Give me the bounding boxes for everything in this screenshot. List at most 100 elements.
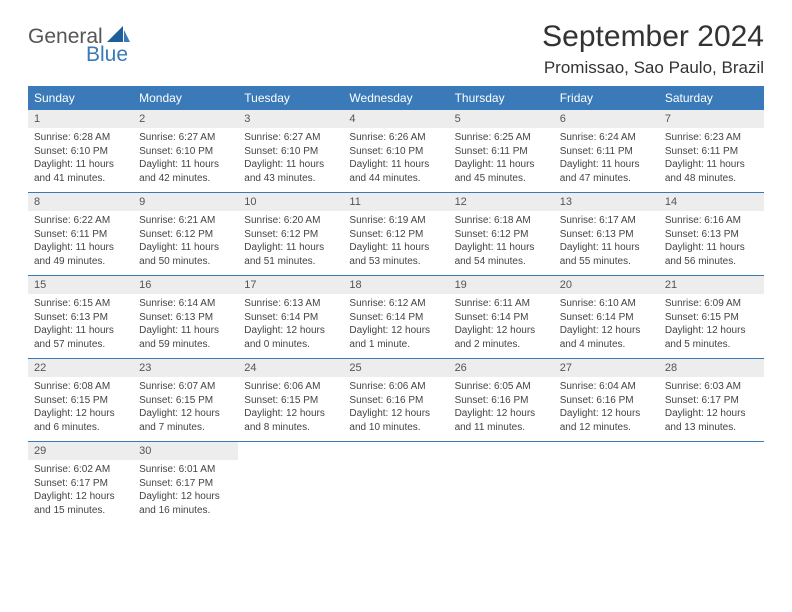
daylight-text-2: and 16 minutes.	[139, 504, 232, 518]
sunset-text: Sunset: 6:12 PM	[349, 228, 442, 242]
daylight-text-2: and 4 minutes.	[560, 338, 653, 352]
day-number: 7	[659, 110, 764, 128]
sunset-text: Sunset: 6:12 PM	[244, 228, 337, 242]
sunset-text: Sunset: 6:16 PM	[560, 394, 653, 408]
day-cell: 30Sunrise: 6:01 AMSunset: 6:17 PMDayligh…	[133, 442, 238, 524]
week-row: 1Sunrise: 6:28 AMSunset: 6:10 PMDaylight…	[28, 110, 764, 193]
logo-text-blue: Blue	[86, 43, 131, 67]
daylight-text-1: Daylight: 12 hours	[244, 324, 337, 338]
sunrise-text: Sunrise: 6:04 AM	[560, 380, 653, 394]
sunrise-text: Sunrise: 6:13 AM	[244, 297, 337, 311]
day-body: Sunrise: 6:21 AMSunset: 6:12 PMDaylight:…	[133, 211, 238, 274]
day-cell: 17Sunrise: 6:13 AMSunset: 6:14 PMDayligh…	[238, 276, 343, 358]
daylight-text-1: Daylight: 11 hours	[139, 158, 232, 172]
sunset-text: Sunset: 6:14 PM	[455, 311, 548, 325]
daylight-text-2: and 55 minutes.	[560, 255, 653, 269]
daylight-text-2: and 10 minutes.	[349, 421, 442, 435]
sunset-text: Sunset: 6:13 PM	[139, 311, 232, 325]
sunrise-text: Sunrise: 6:28 AM	[34, 131, 127, 145]
day-body: Sunrise: 6:01 AMSunset: 6:17 PMDaylight:…	[133, 460, 238, 523]
day-cell: 4Sunrise: 6:26 AMSunset: 6:10 PMDaylight…	[343, 110, 448, 192]
day-body: Sunrise: 6:16 AMSunset: 6:13 PMDaylight:…	[659, 211, 764, 274]
sunset-text: Sunset: 6:13 PM	[665, 228, 758, 242]
sunrise-text: Sunrise: 6:21 AM	[139, 214, 232, 228]
day-number: 26	[449, 359, 554, 377]
weekday-header: Friday	[554, 86, 659, 110]
daylight-text-2: and 42 minutes.	[139, 172, 232, 186]
day-number: 22	[28, 359, 133, 377]
sunrise-text: Sunrise: 6:27 AM	[244, 131, 337, 145]
sunrise-text: Sunrise: 6:01 AM	[139, 463, 232, 477]
day-number: 21	[659, 276, 764, 294]
day-body: Sunrise: 6:28 AMSunset: 6:10 PMDaylight:…	[28, 128, 133, 191]
day-cell: 29Sunrise: 6:02 AMSunset: 6:17 PMDayligh…	[28, 442, 133, 524]
day-number: 30	[133, 442, 238, 460]
sunrise-text: Sunrise: 6:24 AM	[560, 131, 653, 145]
day-body: Sunrise: 6:27 AMSunset: 6:10 PMDaylight:…	[133, 128, 238, 191]
day-body: Sunrise: 6:24 AMSunset: 6:11 PMDaylight:…	[554, 128, 659, 191]
daylight-text-1: Daylight: 11 hours	[560, 241, 653, 255]
weekday-header: Monday	[133, 86, 238, 110]
day-cell: 19Sunrise: 6:11 AMSunset: 6:14 PMDayligh…	[449, 276, 554, 358]
daylight-text-1: Daylight: 11 hours	[665, 158, 758, 172]
day-body: Sunrise: 6:13 AMSunset: 6:14 PMDaylight:…	[238, 294, 343, 357]
daylight-text-1: Daylight: 11 hours	[455, 241, 548, 255]
daylight-text-2: and 49 minutes.	[34, 255, 127, 269]
day-cell: 23Sunrise: 6:07 AMSunset: 6:15 PMDayligh…	[133, 359, 238, 441]
sunset-text: Sunset: 6:17 PM	[34, 477, 127, 491]
day-cell: 15Sunrise: 6:15 AMSunset: 6:13 PMDayligh…	[28, 276, 133, 358]
daylight-text-2: and 6 minutes.	[34, 421, 127, 435]
daylight-text-1: Daylight: 11 hours	[665, 241, 758, 255]
sunset-text: Sunset: 6:10 PM	[139, 145, 232, 159]
week-row: 22Sunrise: 6:08 AMSunset: 6:15 PMDayligh…	[28, 359, 764, 442]
week-row: 29Sunrise: 6:02 AMSunset: 6:17 PMDayligh…	[28, 442, 764, 524]
sunrise-text: Sunrise: 6:27 AM	[139, 131, 232, 145]
daylight-text-2: and 8 minutes.	[244, 421, 337, 435]
day-body: Sunrise: 6:09 AMSunset: 6:15 PMDaylight:…	[659, 294, 764, 357]
sunrise-text: Sunrise: 6:18 AM	[455, 214, 548, 228]
weekday-header: Tuesday	[238, 86, 343, 110]
daylight-text-2: and 43 minutes.	[244, 172, 337, 186]
day-number: 18	[343, 276, 448, 294]
daylight-text-1: Daylight: 12 hours	[34, 407, 127, 421]
day-cell: 27Sunrise: 6:04 AMSunset: 6:16 PMDayligh…	[554, 359, 659, 441]
day-number: 4	[343, 110, 448, 128]
daylight-text-2: and 12 minutes.	[560, 421, 653, 435]
day-body: Sunrise: 6:17 AMSunset: 6:13 PMDaylight:…	[554, 211, 659, 274]
daylight-text-1: Daylight: 11 hours	[139, 241, 232, 255]
sunset-text: Sunset: 6:12 PM	[455, 228, 548, 242]
week-row: 8Sunrise: 6:22 AMSunset: 6:11 PMDaylight…	[28, 193, 764, 276]
sunset-text: Sunset: 6:10 PM	[349, 145, 442, 159]
sunrise-text: Sunrise: 6:11 AM	[455, 297, 548, 311]
day-body: Sunrise: 6:08 AMSunset: 6:15 PMDaylight:…	[28, 377, 133, 440]
day-body: Sunrise: 6:06 AMSunset: 6:15 PMDaylight:…	[238, 377, 343, 440]
sunset-text: Sunset: 6:12 PM	[139, 228, 232, 242]
weekday-header-row: Sunday Monday Tuesday Wednesday Thursday…	[28, 86, 764, 110]
sunset-text: Sunset: 6:10 PM	[34, 145, 127, 159]
day-cell: 7Sunrise: 6:23 AMSunset: 6:11 PMDaylight…	[659, 110, 764, 192]
daylight-text-2: and 56 minutes.	[665, 255, 758, 269]
daylight-text-2: and 7 minutes.	[139, 421, 232, 435]
daylight-text-2: and 53 minutes.	[349, 255, 442, 269]
sunrise-text: Sunrise: 6:03 AM	[665, 380, 758, 394]
sunset-text: Sunset: 6:15 PM	[34, 394, 127, 408]
day-cell	[554, 442, 659, 524]
weekday-header: Wednesday	[343, 86, 448, 110]
day-body: Sunrise: 6:12 AMSunset: 6:14 PMDaylight:…	[343, 294, 448, 357]
sunrise-text: Sunrise: 6:15 AM	[34, 297, 127, 311]
sunset-text: Sunset: 6:14 PM	[244, 311, 337, 325]
daylight-text-1: Daylight: 12 hours	[139, 407, 232, 421]
daylight-text-2: and 47 minutes.	[560, 172, 653, 186]
day-cell: 21Sunrise: 6:09 AMSunset: 6:15 PMDayligh…	[659, 276, 764, 358]
day-cell: 13Sunrise: 6:17 AMSunset: 6:13 PMDayligh…	[554, 193, 659, 275]
sunset-text: Sunset: 6:13 PM	[560, 228, 653, 242]
day-number: 13	[554, 193, 659, 211]
day-cell: 1Sunrise: 6:28 AMSunset: 6:10 PMDaylight…	[28, 110, 133, 192]
day-cell: 6Sunrise: 6:24 AMSunset: 6:11 PMDaylight…	[554, 110, 659, 192]
day-number: 9	[133, 193, 238, 211]
day-cell: 22Sunrise: 6:08 AMSunset: 6:15 PMDayligh…	[28, 359, 133, 441]
daylight-text-1: Daylight: 12 hours	[244, 407, 337, 421]
sunrise-text: Sunrise: 6:14 AM	[139, 297, 232, 311]
daylight-text-2: and 5 minutes.	[665, 338, 758, 352]
daylight-text-2: and 41 minutes.	[34, 172, 127, 186]
